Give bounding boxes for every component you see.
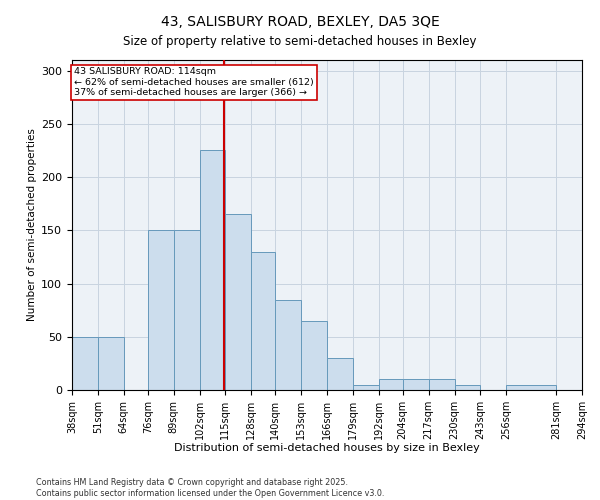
Bar bbox=[455, 384, 481, 390]
Bar bbox=[506, 384, 556, 390]
Bar bbox=[199, 150, 226, 390]
Bar bbox=[226, 214, 251, 390]
Bar bbox=[379, 380, 403, 390]
Bar bbox=[301, 321, 327, 390]
Bar bbox=[148, 230, 173, 390]
Y-axis label: Number of semi-detached properties: Number of semi-detached properties bbox=[27, 128, 37, 322]
Text: 43, SALISBURY ROAD, BEXLEY, DA5 3QE: 43, SALISBURY ROAD, BEXLEY, DA5 3QE bbox=[161, 15, 439, 29]
Bar bbox=[275, 300, 301, 390]
Text: Contains HM Land Registry data © Crown copyright and database right 2025.
Contai: Contains HM Land Registry data © Crown c… bbox=[36, 478, 385, 498]
X-axis label: Distribution of semi-detached houses by size in Bexley: Distribution of semi-detached houses by … bbox=[174, 444, 480, 454]
Bar bbox=[98, 337, 124, 390]
Bar bbox=[251, 252, 275, 390]
Bar bbox=[403, 380, 428, 390]
Bar bbox=[428, 380, 455, 390]
Bar bbox=[327, 358, 353, 390]
Text: Size of property relative to semi-detached houses in Bexley: Size of property relative to semi-detach… bbox=[123, 35, 477, 48]
Bar bbox=[72, 337, 98, 390]
Bar bbox=[173, 230, 199, 390]
Text: 43 SALISBURY ROAD: 114sqm
← 62% of semi-detached houses are smaller (612)
37% of: 43 SALISBURY ROAD: 114sqm ← 62% of semi-… bbox=[74, 68, 314, 98]
Bar bbox=[353, 384, 379, 390]
